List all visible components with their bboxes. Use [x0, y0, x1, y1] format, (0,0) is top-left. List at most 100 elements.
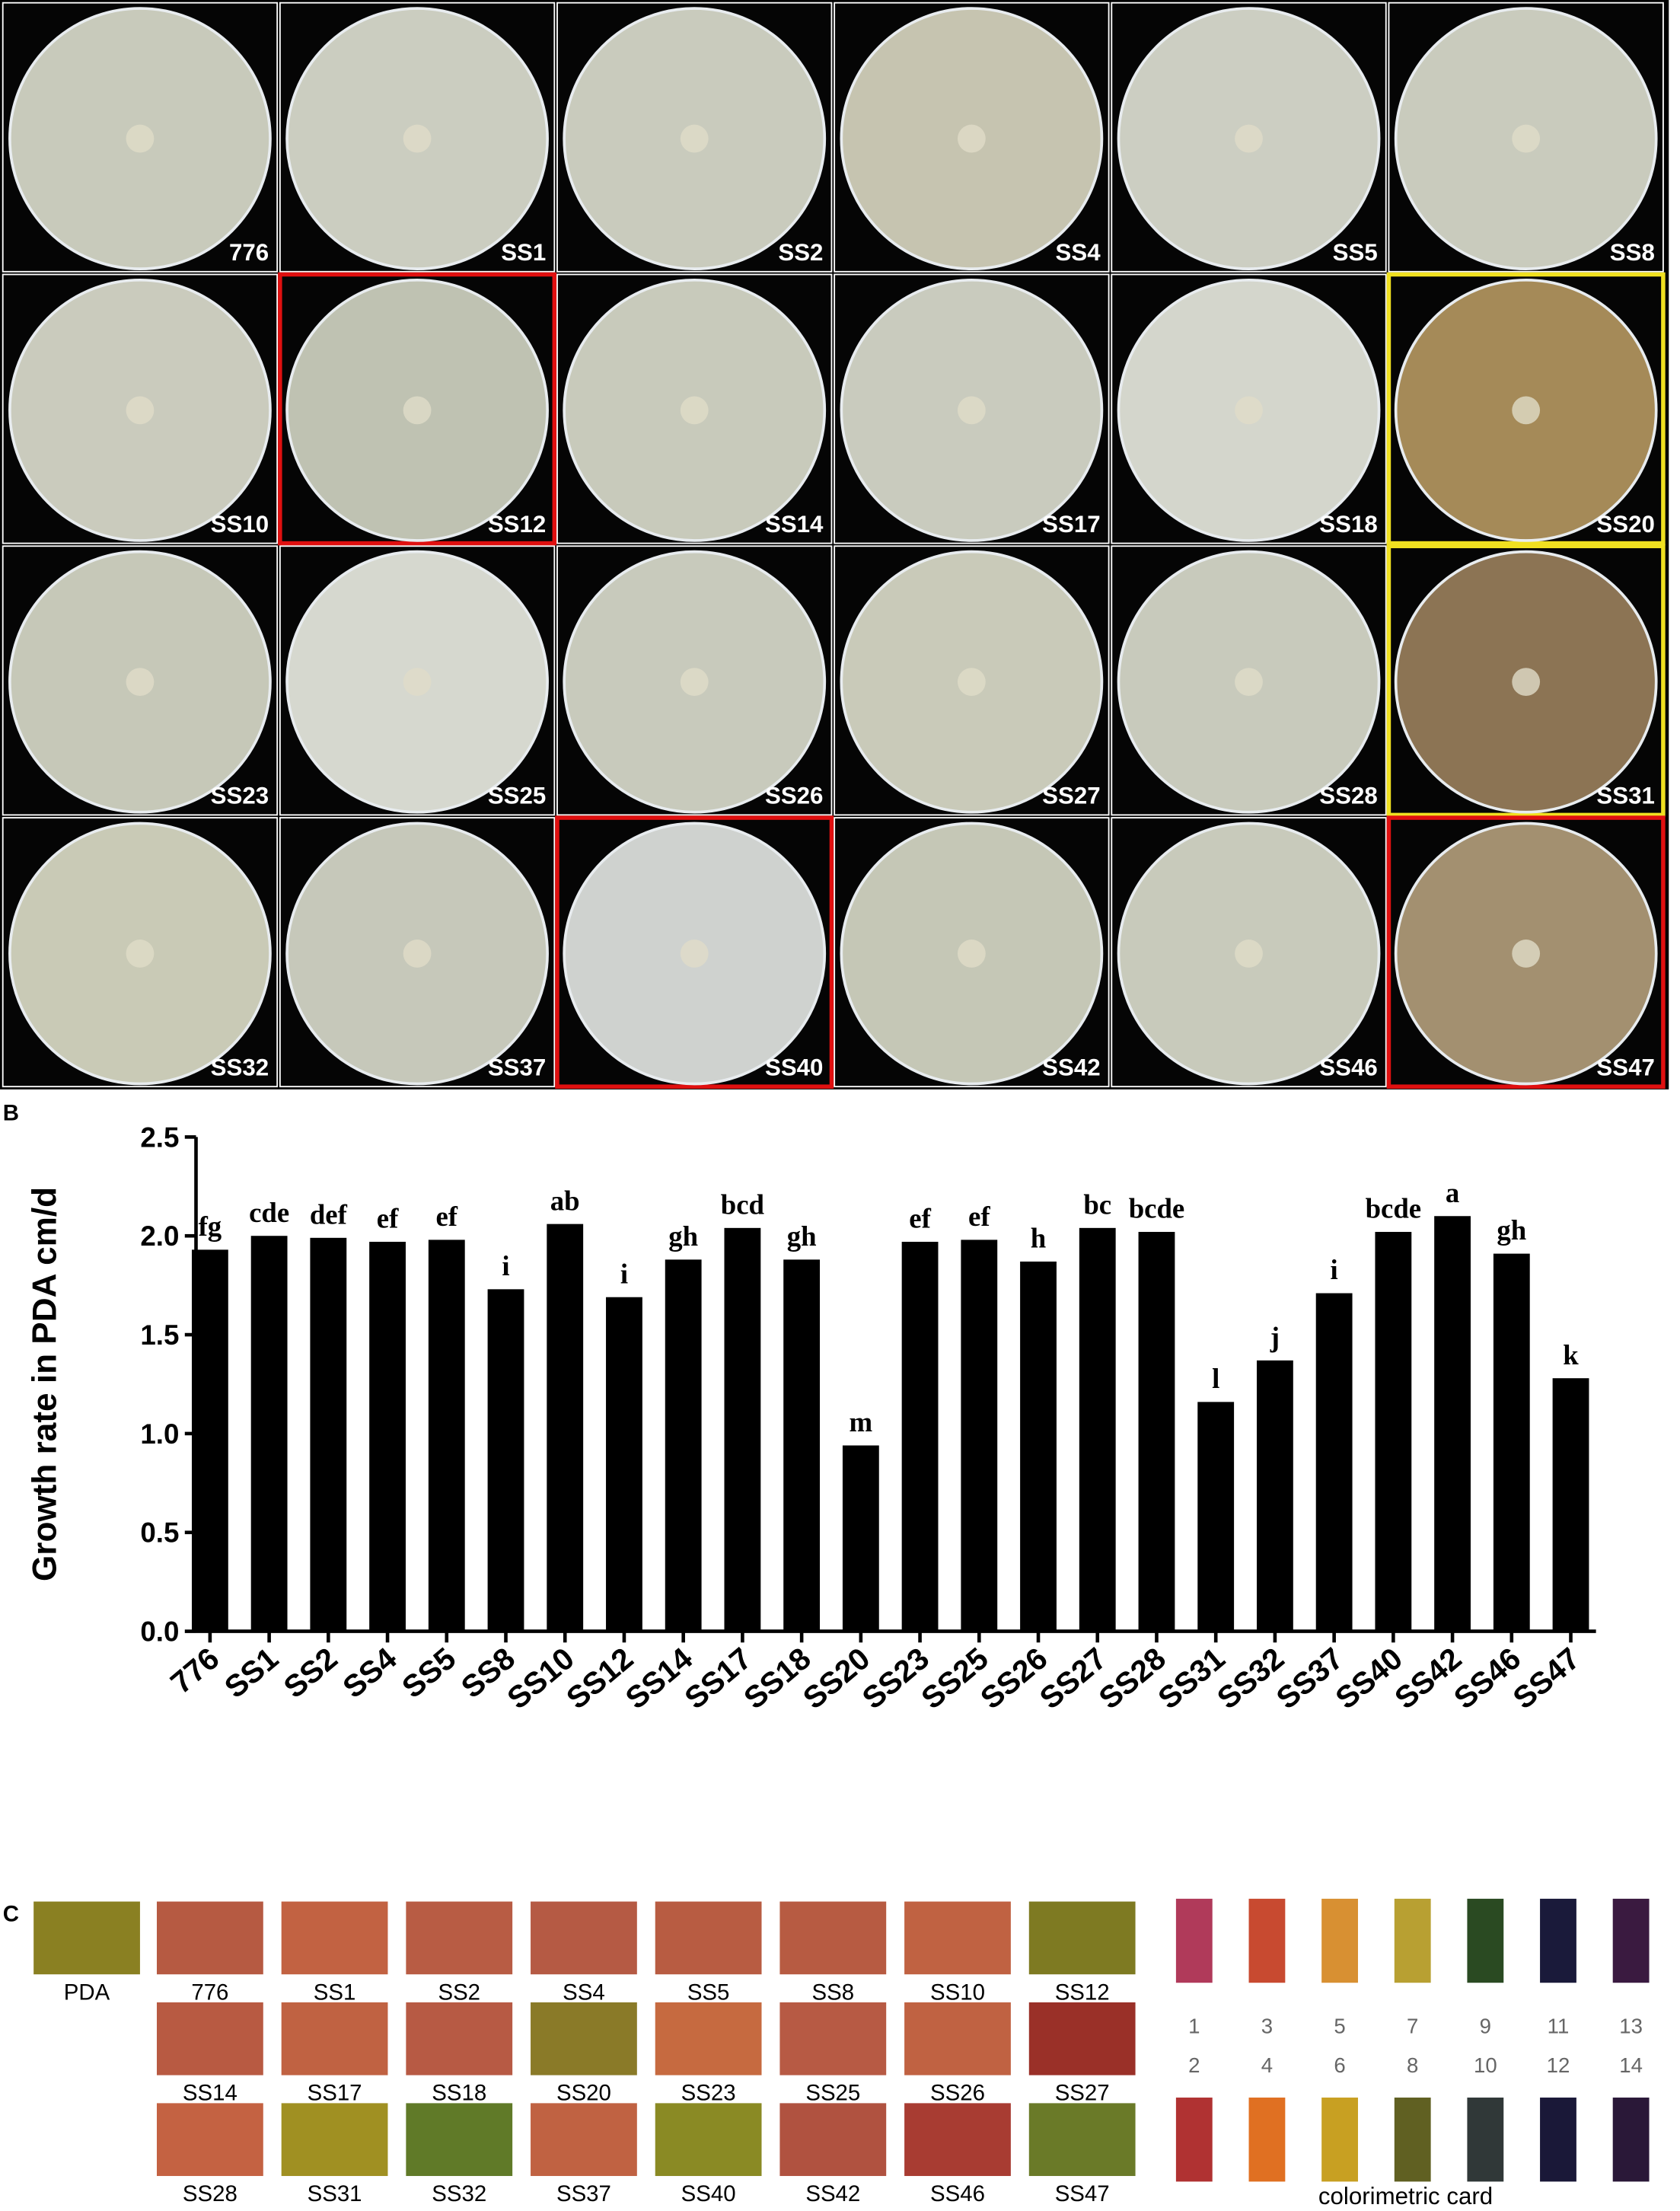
- plate-label: SS25: [488, 783, 546, 809]
- card-number: 14: [1619, 2053, 1643, 2077]
- plate-label: SS1: [501, 239, 546, 266]
- swatch-label: SS28: [183, 2181, 237, 2206]
- swatch: [406, 2002, 513, 2075]
- significance-letter: gh: [1497, 1214, 1526, 1246]
- bar: [1552, 1378, 1589, 1632]
- inoculum: [1512, 940, 1541, 968]
- x-tick-label: SS1: [218, 1641, 285, 1705]
- x-tick-label: SS40: [1328, 1641, 1408, 1716]
- bar: [1257, 1360, 1293, 1632]
- significance-letter: l: [1212, 1363, 1219, 1394]
- swatch: [157, 2103, 263, 2177]
- x-tick-label: SS27: [1033, 1641, 1113, 1716]
- significance-letter: ef: [968, 1201, 990, 1232]
- card-swatch: [1248, 2098, 1286, 2182]
- card-number: 2: [1188, 2053, 1200, 2077]
- inoculum: [1235, 940, 1263, 968]
- plate-label: SS26: [765, 783, 823, 809]
- inoculum: [403, 124, 432, 153]
- bar: [1020, 1261, 1057, 1632]
- x-tick-label: SS2: [277, 1641, 344, 1705]
- bar: [310, 1237, 347, 1632]
- swatch-label: SS26: [930, 2081, 985, 2106]
- swatch: [406, 1901, 513, 1975]
- plate-label: SS46: [1319, 1054, 1377, 1080]
- significance-letter: i: [620, 1258, 628, 1289]
- x-tick-label: 776: [164, 1641, 225, 1701]
- significance-letter: bc: [1083, 1188, 1111, 1220]
- swatch: [281, 1901, 388, 1975]
- x-tick-label: SS25: [914, 1641, 994, 1716]
- x-tick-label: SS42: [1388, 1641, 1468, 1716]
- significance-letter: i: [1331, 1254, 1338, 1285]
- card-swatch: [1540, 2098, 1576, 2182]
- swatch-label: 776: [191, 1980, 228, 2005]
- swatch-label: SS20: [556, 2081, 611, 2106]
- card-number: 3: [1261, 2014, 1273, 2037]
- inoculum: [680, 668, 709, 697]
- significance-letter: ef: [909, 1203, 931, 1234]
- card-number: 7: [1407, 2014, 1418, 2037]
- inoculum: [1235, 124, 1263, 153]
- panel-label: B: [3, 1100, 19, 1125]
- x-tick-label: SS46: [1447, 1641, 1527, 1716]
- swatch-label: SS25: [805, 2081, 860, 2106]
- plate-label: SS40: [765, 1054, 823, 1080]
- card-swatch: [1394, 1898, 1431, 1983]
- bar: [665, 1259, 702, 1632]
- significance-letter: ab: [550, 1185, 580, 1216]
- swatch-label: SS2: [438, 1980, 480, 2005]
- significance-letter: bcde: [1129, 1193, 1185, 1224]
- plate-label: SS47: [1596, 1054, 1654, 1080]
- bar: [487, 1289, 524, 1632]
- swatch: [655, 2103, 762, 2177]
- inoculum: [1235, 668, 1263, 697]
- x-tick-label: SS37: [1270, 1641, 1350, 1716]
- x-tick-label: SS31: [1151, 1641, 1231, 1716]
- inoculum: [957, 668, 986, 697]
- swatch-label: SS42: [805, 2181, 860, 2206]
- swatch: [779, 2002, 887, 2075]
- swatch-label: SS12: [1055, 1980, 1110, 2005]
- x-tick-label: SS10: [500, 1641, 580, 1716]
- bar: [1375, 1232, 1412, 1632]
- bar: [1315, 1293, 1353, 1632]
- plate-label: SS2: [778, 239, 823, 266]
- card-swatch: [1467, 2098, 1504, 2182]
- significance-letter: m: [850, 1406, 873, 1437]
- swatch-label: SS18: [432, 2081, 486, 2106]
- swatch: [904, 2002, 1011, 2075]
- y-axis-title: Growth rate in PDA cm/d: [27, 1187, 64, 1581]
- swatch: [157, 1901, 263, 1975]
- x-tick-label: SS17: [678, 1641, 758, 1716]
- x-tick-label: SS14: [619, 1640, 700, 1715]
- x-tick-label: SS26: [974, 1641, 1054, 1716]
- card-label: colorimetric card: [1318, 2183, 1493, 2209]
- inoculum: [1512, 668, 1541, 697]
- swatch-label: SS1: [314, 1980, 356, 2005]
- swatch: [779, 1901, 887, 1975]
- x-tick-label: SS28: [1092, 1641, 1172, 1716]
- bar: [842, 1445, 879, 1632]
- card-number: 9: [1480, 2014, 1491, 2037]
- y-tick-label: 0.5: [140, 1517, 179, 1549]
- card-swatch: [1321, 2098, 1358, 2182]
- plate-label: SS23: [211, 783, 269, 809]
- x-tick-label: SS32: [1210, 1641, 1290, 1716]
- card-number: 11: [1548, 2014, 1570, 2037]
- inoculum: [403, 668, 432, 697]
- card-number: 12: [1547, 2053, 1570, 2077]
- swatch: [531, 2002, 637, 2075]
- x-tick-label: SS4: [336, 1640, 403, 1705]
- card-swatch: [1612, 1898, 1650, 1983]
- bar: [961, 1240, 998, 1632]
- inoculum: [403, 396, 432, 425]
- swatch: [157, 2002, 263, 2075]
- y-tick-label: 2.0: [140, 1220, 179, 1252]
- swatch-label: SS14: [183, 2081, 237, 2106]
- inoculum: [957, 124, 986, 153]
- swatch: [281, 2002, 388, 2075]
- card-swatch: [1467, 1898, 1504, 1983]
- swatch-label: SS10: [930, 1980, 985, 2005]
